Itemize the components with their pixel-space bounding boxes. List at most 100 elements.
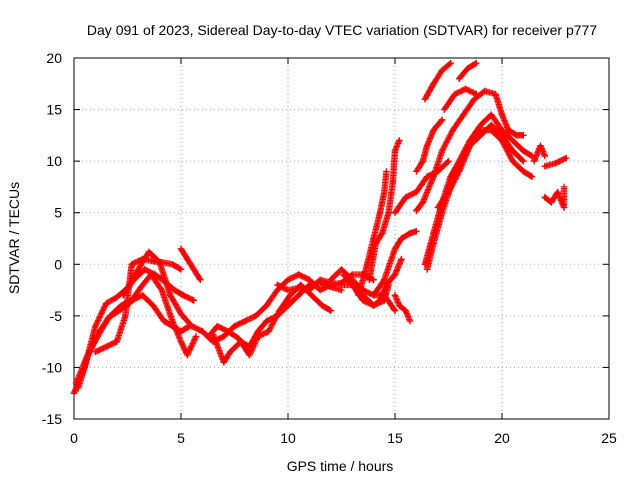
- y-tick-label: 10: [46, 153, 62, 169]
- data-point: [391, 271, 399, 278]
- data-point: [398, 255, 405, 263]
- series-track-15: [370, 228, 420, 299]
- data-point: [274, 281, 281, 289]
- x-tick-label: 10: [280, 430, 296, 446]
- series-track-26: [530, 142, 548, 165]
- data-point: [295, 292, 302, 299]
- data-point: [139, 292, 146, 299]
- data-point: [381, 188, 388, 196]
- y-tick-label: -10: [42, 359, 62, 375]
- y-axis-title: SDTVAR / TECUs: [6, 182, 22, 294]
- data-point: [413, 188, 420, 196]
- data-point: [563, 154, 570, 162]
- data-point: [445, 157, 452, 165]
- data-point: [396, 137, 403, 144]
- data-point: [406, 230, 414, 237]
- data-point: [438, 67, 446, 74]
- data-point: [447, 59, 454, 67]
- x-axis-title: GPS time / hours: [287, 458, 394, 474]
- series-track-13: [340, 255, 405, 309]
- data-point: [391, 209, 399, 216]
- axis-ticks: 0 5 10 15 20 25 -15 -10 -5 0 5 10 15 20: [42, 50, 617, 446]
- series-track-5: [120, 266, 198, 304]
- data-point: [376, 297, 384, 304]
- data-point: [492, 90, 499, 98]
- data-point: [466, 142, 474, 149]
- data-point: [509, 137, 516, 144]
- series-track-19: [413, 87, 527, 214]
- data-point: [167, 292, 174, 299]
- data-point: [235, 335, 242, 342]
- data-point: [205, 333, 213, 340]
- data-point: [70, 390, 78, 397]
- series-track-22: [434, 127, 536, 211]
- data-point: [370, 235, 377, 242]
- data-point: [263, 302, 270, 309]
- data-point: [381, 276, 388, 283]
- data-point: [430, 80, 437, 87]
- data-point: [456, 75, 463, 82]
- data-point: [528, 173, 536, 180]
- data-point: [509, 157, 516, 165]
- data-point: [402, 194, 409, 201]
- data-point: [316, 286, 324, 294]
- data-point: [430, 127, 437, 134]
- data-point: [391, 147, 399, 155]
- data-point: [265, 328, 272, 335]
- data-point: [378, 230, 386, 237]
- data-point: [102, 343, 110, 350]
- series-track-27: [541, 154, 570, 170]
- series-track-16: [391, 292, 414, 325]
- data-point: [359, 297, 367, 304]
- data-point: [340, 271, 347, 278]
- data-point: [85, 348, 93, 356]
- data-point: [541, 163, 548, 170]
- data-point: [421, 261, 429, 268]
- data-point: [520, 168, 527, 175]
- data-point: [372, 240, 379, 247]
- data-point: [456, 168, 463, 175]
- data-point: [413, 207, 420, 214]
- data-point: [498, 137, 506, 144]
- data-point: [552, 160, 559, 167]
- data-point: [220, 333, 227, 340]
- data-point: [171, 286, 178, 294]
- data-point: [122, 312, 129, 320]
- data-point: [488, 111, 495, 118]
- series-track-23: [421, 59, 454, 103]
- data-point: [383, 168, 390, 175]
- data-point: [434, 204, 441, 211]
- series-track-25: [441, 85, 480, 113]
- data-point: [447, 173, 454, 180]
- data-point: [560, 183, 568, 191]
- data-point: [366, 276, 373, 283]
- data-point: [537, 142, 544, 149]
- data-point: [220, 359, 227, 366]
- data-point: [184, 351, 191, 359]
- data-point: [246, 351, 253, 359]
- data-points: [70, 59, 570, 397]
- x-tick-label: 5: [177, 430, 185, 446]
- data-point: [160, 317, 168, 325]
- data-point: [421, 96, 429, 103]
- data-point: [430, 173, 437, 180]
- y-tick-label: 20: [46, 50, 62, 66]
- data-point: [398, 235, 405, 242]
- y-tick-label: -5: [50, 308, 63, 324]
- series-track-24: [456, 59, 480, 82]
- data-point: [327, 276, 334, 283]
- data-point: [383, 281, 390, 289]
- series-track-4: [92, 255, 185, 356]
- data-point: [177, 338, 185, 345]
- data-point: [284, 286, 292, 294]
- data-point: [162, 279, 170, 287]
- data-point: [391, 292, 399, 299]
- data-point: [190, 266, 198, 273]
- data-point: [505, 127, 512, 134]
- data-point: [530, 157, 538, 165]
- data-point: [242, 317, 249, 325]
- data-point: [319, 302, 326, 309]
- data-point: [286, 292, 294, 299]
